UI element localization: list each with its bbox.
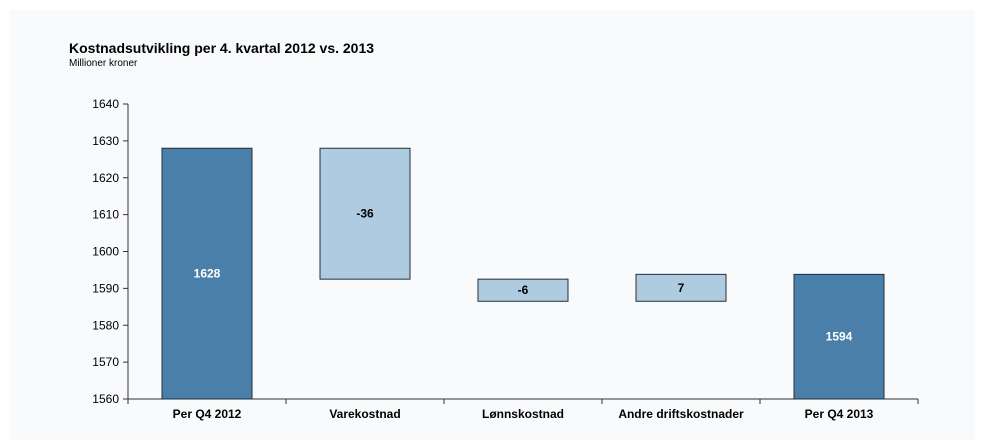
category-label: Per Q4 2013 [805, 407, 874, 421]
y-tick-label: 1630 [92, 134, 119, 148]
y-tick-label: 1590 [92, 281, 119, 295]
y-tick-label: 1610 [92, 208, 119, 222]
bar [477, 278, 569, 302]
y-tick-label: 1570 [92, 355, 119, 369]
data-label: 1594 [826, 330, 853, 344]
category-label: Per Q4 2012 [173, 407, 242, 421]
data-label: -36 [356, 207, 374, 221]
bar [793, 273, 885, 400]
bar [319, 147, 411, 280]
category-label: Andre driftskostnader [618, 407, 744, 421]
bar [635, 273, 727, 302]
y-tick-label: 1560 [92, 392, 119, 406]
category-label: Varekostnad [329, 407, 400, 421]
data-label: -6 [518, 283, 529, 297]
y-tick-label: 1640 [92, 97, 119, 111]
y-tick-label: 1620 [92, 171, 119, 185]
y-tick-label: 1600 [92, 245, 119, 259]
bar [161, 147, 253, 400]
data-label: 1628 [194, 267, 221, 281]
category-label: Lønnskostnad [482, 407, 564, 421]
chart-subtitle: Millioner kroner [69, 58, 138, 69]
data-label: 7 [678, 281, 685, 295]
y-tick-label: 1580 [92, 318, 119, 332]
chart-title: Kostnadsutvikling per 4. kvartal 2012 vs… [69, 40, 375, 56]
